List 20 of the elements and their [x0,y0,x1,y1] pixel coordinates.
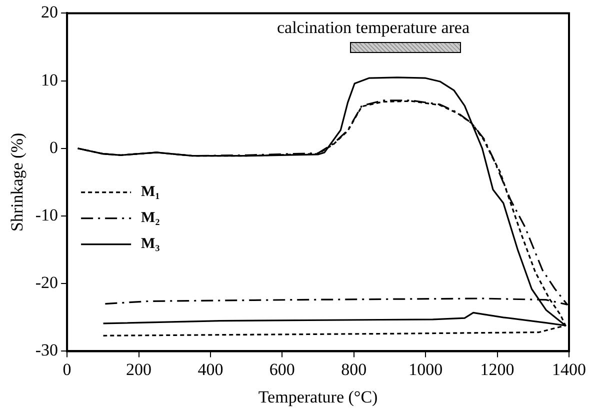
x-tick-label: 1400 [552,360,586,379]
x-tick-label: 400 [198,360,224,379]
y-tick-label: 20 [41,2,58,22]
x-tick-label: 200 [126,360,152,379]
x-tick-label: 600 [269,360,295,379]
x-tick-label: 1200 [480,360,514,379]
x-axis-title: Temperature (°C) [258,387,378,406]
legend-label: M₁ [141,184,160,200]
annotation: calcination temperature area [276,18,470,38]
y-tick-label: 0 [50,138,58,157]
legend-label: M₂ [141,210,160,226]
y-tick-label: -30 [35,340,58,360]
y-axis-title: Shrinkage (%) [8,132,27,232]
x-tick-label: 0 [62,360,72,379]
x-tick-label: 800 [341,360,367,379]
y-tick-label: 10 [41,70,58,90]
y-tick-label: -20 [35,273,58,292]
y-tick-label: -10 [35,205,58,224]
legend-label: M₃ [141,236,160,252]
x-tick-label: 1000 [408,360,443,379]
